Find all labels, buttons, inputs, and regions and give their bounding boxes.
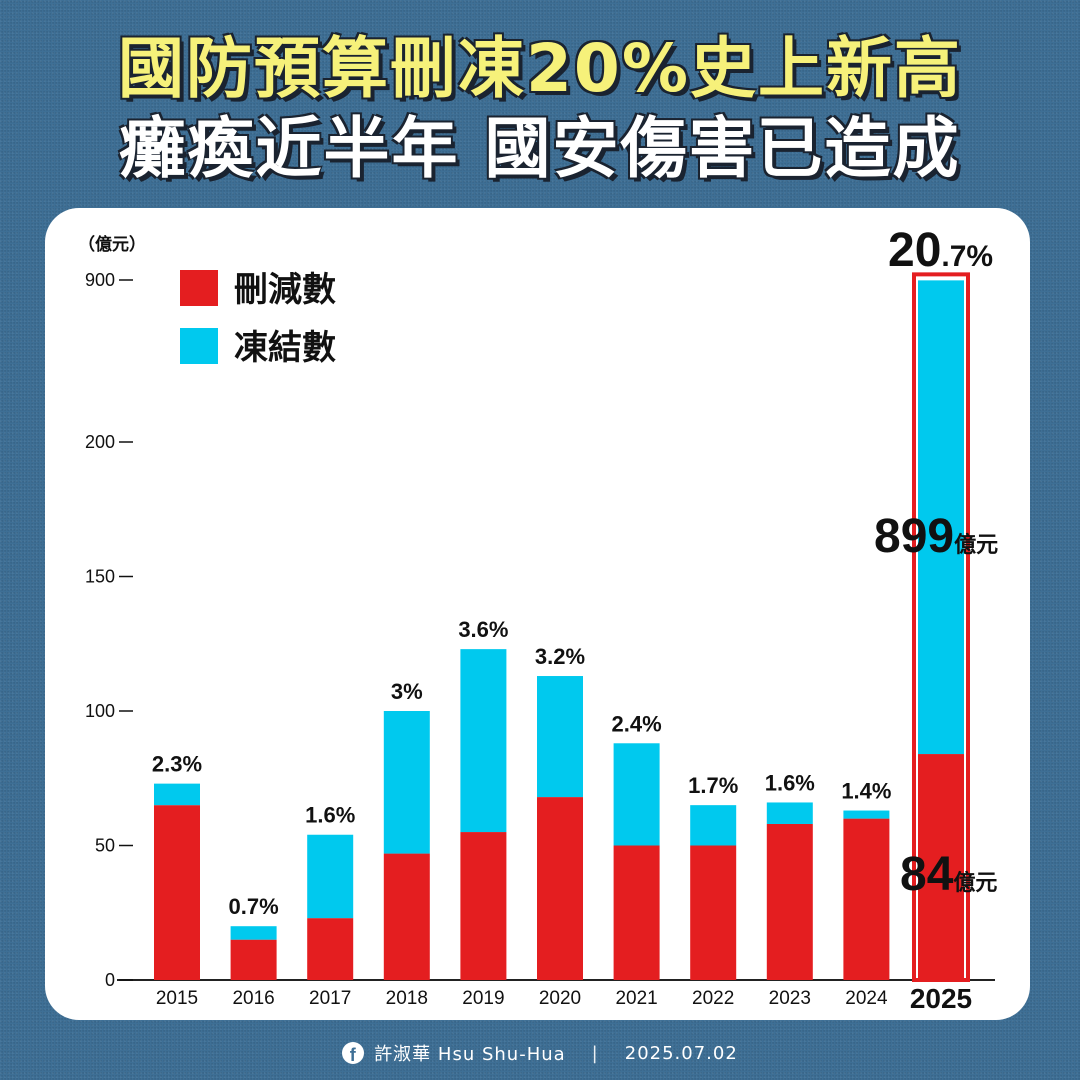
highlight-percent-main: 20: [888, 224, 941, 277]
highlight-percent-label: 20.7%: [888, 224, 993, 277]
bar-frozen: [843, 810, 890, 819]
bar-frozen: [918, 280, 964, 755]
percent-data-label: 2.4%: [612, 711, 662, 736]
highlight-cut-label: 84億元: [900, 848, 997, 901]
highlight-border: [912, 272, 970, 982]
x-tick-label: 2018: [386, 988, 428, 1009]
highlight-cut-unit: 億元: [953, 870, 997, 896]
x-tick-label: 2022: [692, 988, 734, 1009]
footer-date: 2025.07.02: [624, 1042, 738, 1064]
legend-swatch: [180, 328, 218, 364]
highlight-total-label: 899億元: [874, 510, 998, 563]
y-tick-label: 50: [95, 836, 115, 856]
facebook-icon[interactable]: f: [342, 1042, 365, 1064]
x-tick-label: 2020: [539, 988, 581, 1009]
x-tick-label: 2024: [845, 988, 888, 1009]
bar-cut: [613, 845, 660, 980]
legend-swatch: [180, 270, 218, 306]
headline-line-1: 國防預算刪凍20%史上新高: [118, 30, 962, 107]
bar-frozen: [766, 802, 813, 824]
x-tick-label: 2015: [156, 988, 198, 1009]
bar-frozen: [154, 783, 200, 806]
bar-cut: [918, 754, 964, 980]
highlight-cut-value: 84: [900, 848, 954, 901]
percent-data-label: 1.6%: [765, 770, 815, 795]
highlight-total-value: 899: [874, 510, 954, 563]
bar-frozen: [613, 743, 660, 846]
x-tick-label: 2017: [309, 988, 351, 1009]
footer: f 許淑華 Hsu Shu-Hua | 2025.07.02: [0, 1040, 1080, 1066]
y-tick-label: 150: [85, 567, 115, 587]
bar-cut: [460, 832, 507, 980]
y-tick-label: 100: [85, 701, 115, 721]
x-tick-label: 2023: [769, 988, 811, 1009]
bar-frozen: [230, 926, 277, 940]
footer-separator: |: [591, 1042, 599, 1064]
x-tick-label-highlight: 2025: [910, 983, 972, 1014]
bar-cut: [766, 823, 813, 980]
bar-cut: [230, 939, 277, 980]
y-axis-unit-label: （億元）: [78, 234, 146, 255]
highlight-percent-tail: .7%: [941, 240, 993, 273]
bar-cut: [537, 797, 583, 980]
percent-data-label: 1.7%: [688, 773, 738, 798]
x-tick-label: 2019: [462, 988, 504, 1009]
bar-frozen: [307, 834, 354, 919]
bar-frozen: [537, 676, 583, 798]
bar-frozen: [690, 805, 737, 846]
percent-data-label: 2.3%: [152, 752, 202, 777]
percent-data-label: 1.6%: [305, 803, 355, 828]
percent-data-label: 3%: [391, 679, 423, 704]
percent-data-label: 3.6%: [458, 617, 508, 642]
y-tick-label: 200: [85, 432, 115, 452]
x-tick-label: 2016: [232, 988, 274, 1009]
bar-cut: [690, 845, 737, 980]
bar-cut: [154, 805, 200, 980]
x-tick-label: 2021: [615, 988, 657, 1009]
bar-frozen: [383, 711, 430, 854]
y-tick-label: 900: [85, 270, 115, 290]
headline-line-2: 癱瘓近半年 國安傷害已造成: [119, 110, 961, 187]
bar-frozen: [460, 649, 507, 833]
footer-author[interactable]: 許淑華 Hsu Shu-Hua: [374, 1044, 566, 1065]
percent-data-label: 1.4%: [841, 779, 891, 804]
legend-label: 凍結數: [234, 328, 336, 368]
bar-cut: [307, 918, 354, 980]
y-tick-label: 0: [105, 970, 115, 990]
percent-data-label: 0.7%: [229, 894, 279, 919]
legend-label: 刪減數: [234, 270, 336, 310]
percent-data-label: 3.2%: [535, 644, 585, 669]
highlight-total-unit: 億元: [954, 532, 998, 558]
bar-cut: [843, 818, 890, 980]
bar-cut: [383, 853, 430, 980]
